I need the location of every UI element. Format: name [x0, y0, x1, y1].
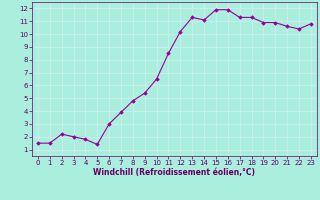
X-axis label: Windchill (Refroidissement éolien,°C): Windchill (Refroidissement éolien,°C)	[93, 168, 255, 177]
